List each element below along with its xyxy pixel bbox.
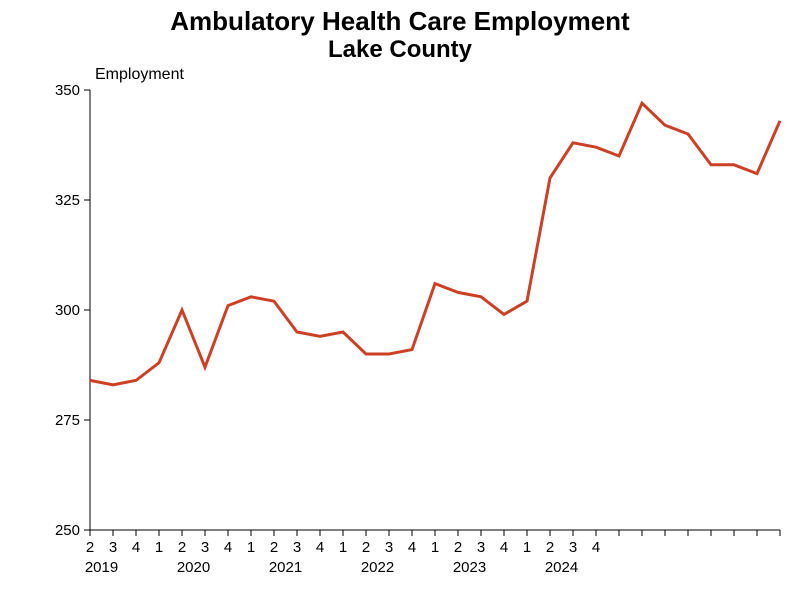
x-tick-label: 4 [408, 539, 416, 556]
x-year-label: 2021 [269, 559, 302, 576]
x-tick-label: 1 [339, 539, 347, 556]
x-tick-label: 3 [477, 539, 485, 556]
x-tick-label: 4 [592, 539, 600, 556]
x-year-label: 2019 [85, 559, 118, 576]
x-year-label: 2023 [453, 559, 486, 576]
x-tick-label: 1 [431, 539, 439, 556]
x-tick-label: 3 [293, 539, 301, 556]
x-year-label: 2024 [545, 559, 578, 576]
x-tick-label: 2 [546, 539, 554, 556]
x-year-label: 2022 [361, 559, 394, 576]
x-tick-label: 2 [454, 539, 462, 556]
x-tick-label: 2 [86, 539, 94, 556]
x-tick-label: 1 [523, 539, 531, 556]
chart-svg: 2502753003253502341234123412341234123420… [0, 0, 800, 600]
x-tick-label: 3 [109, 539, 117, 556]
x-tick-label: 3 [385, 539, 393, 556]
x-tick-label: 2 [362, 539, 370, 556]
y-tick-label: 275 [55, 412, 80, 429]
x-tick-label: 3 [201, 539, 209, 556]
y-tick-label: 325 [55, 192, 80, 209]
x-tick-label: 4 [500, 539, 508, 556]
x-tick-label: 1 [155, 539, 163, 556]
x-tick-label: 3 [569, 539, 577, 556]
data-line [90, 103, 780, 385]
x-tick-label: 4 [316, 539, 324, 556]
y-tick-label: 250 [55, 522, 80, 539]
y-tick-label: 350 [55, 82, 80, 99]
x-tick-label: 4 [132, 539, 140, 556]
x-tick-label: 4 [224, 539, 232, 556]
y-tick-label: 300 [55, 302, 80, 319]
x-tick-label: 2 [178, 539, 186, 556]
chart-container: Ambulatory Health Care Employment Lake C… [0, 0, 800, 600]
x-tick-label: 1 [247, 539, 255, 556]
x-year-label: 2020 [177, 559, 210, 576]
x-tick-label: 2 [270, 539, 278, 556]
